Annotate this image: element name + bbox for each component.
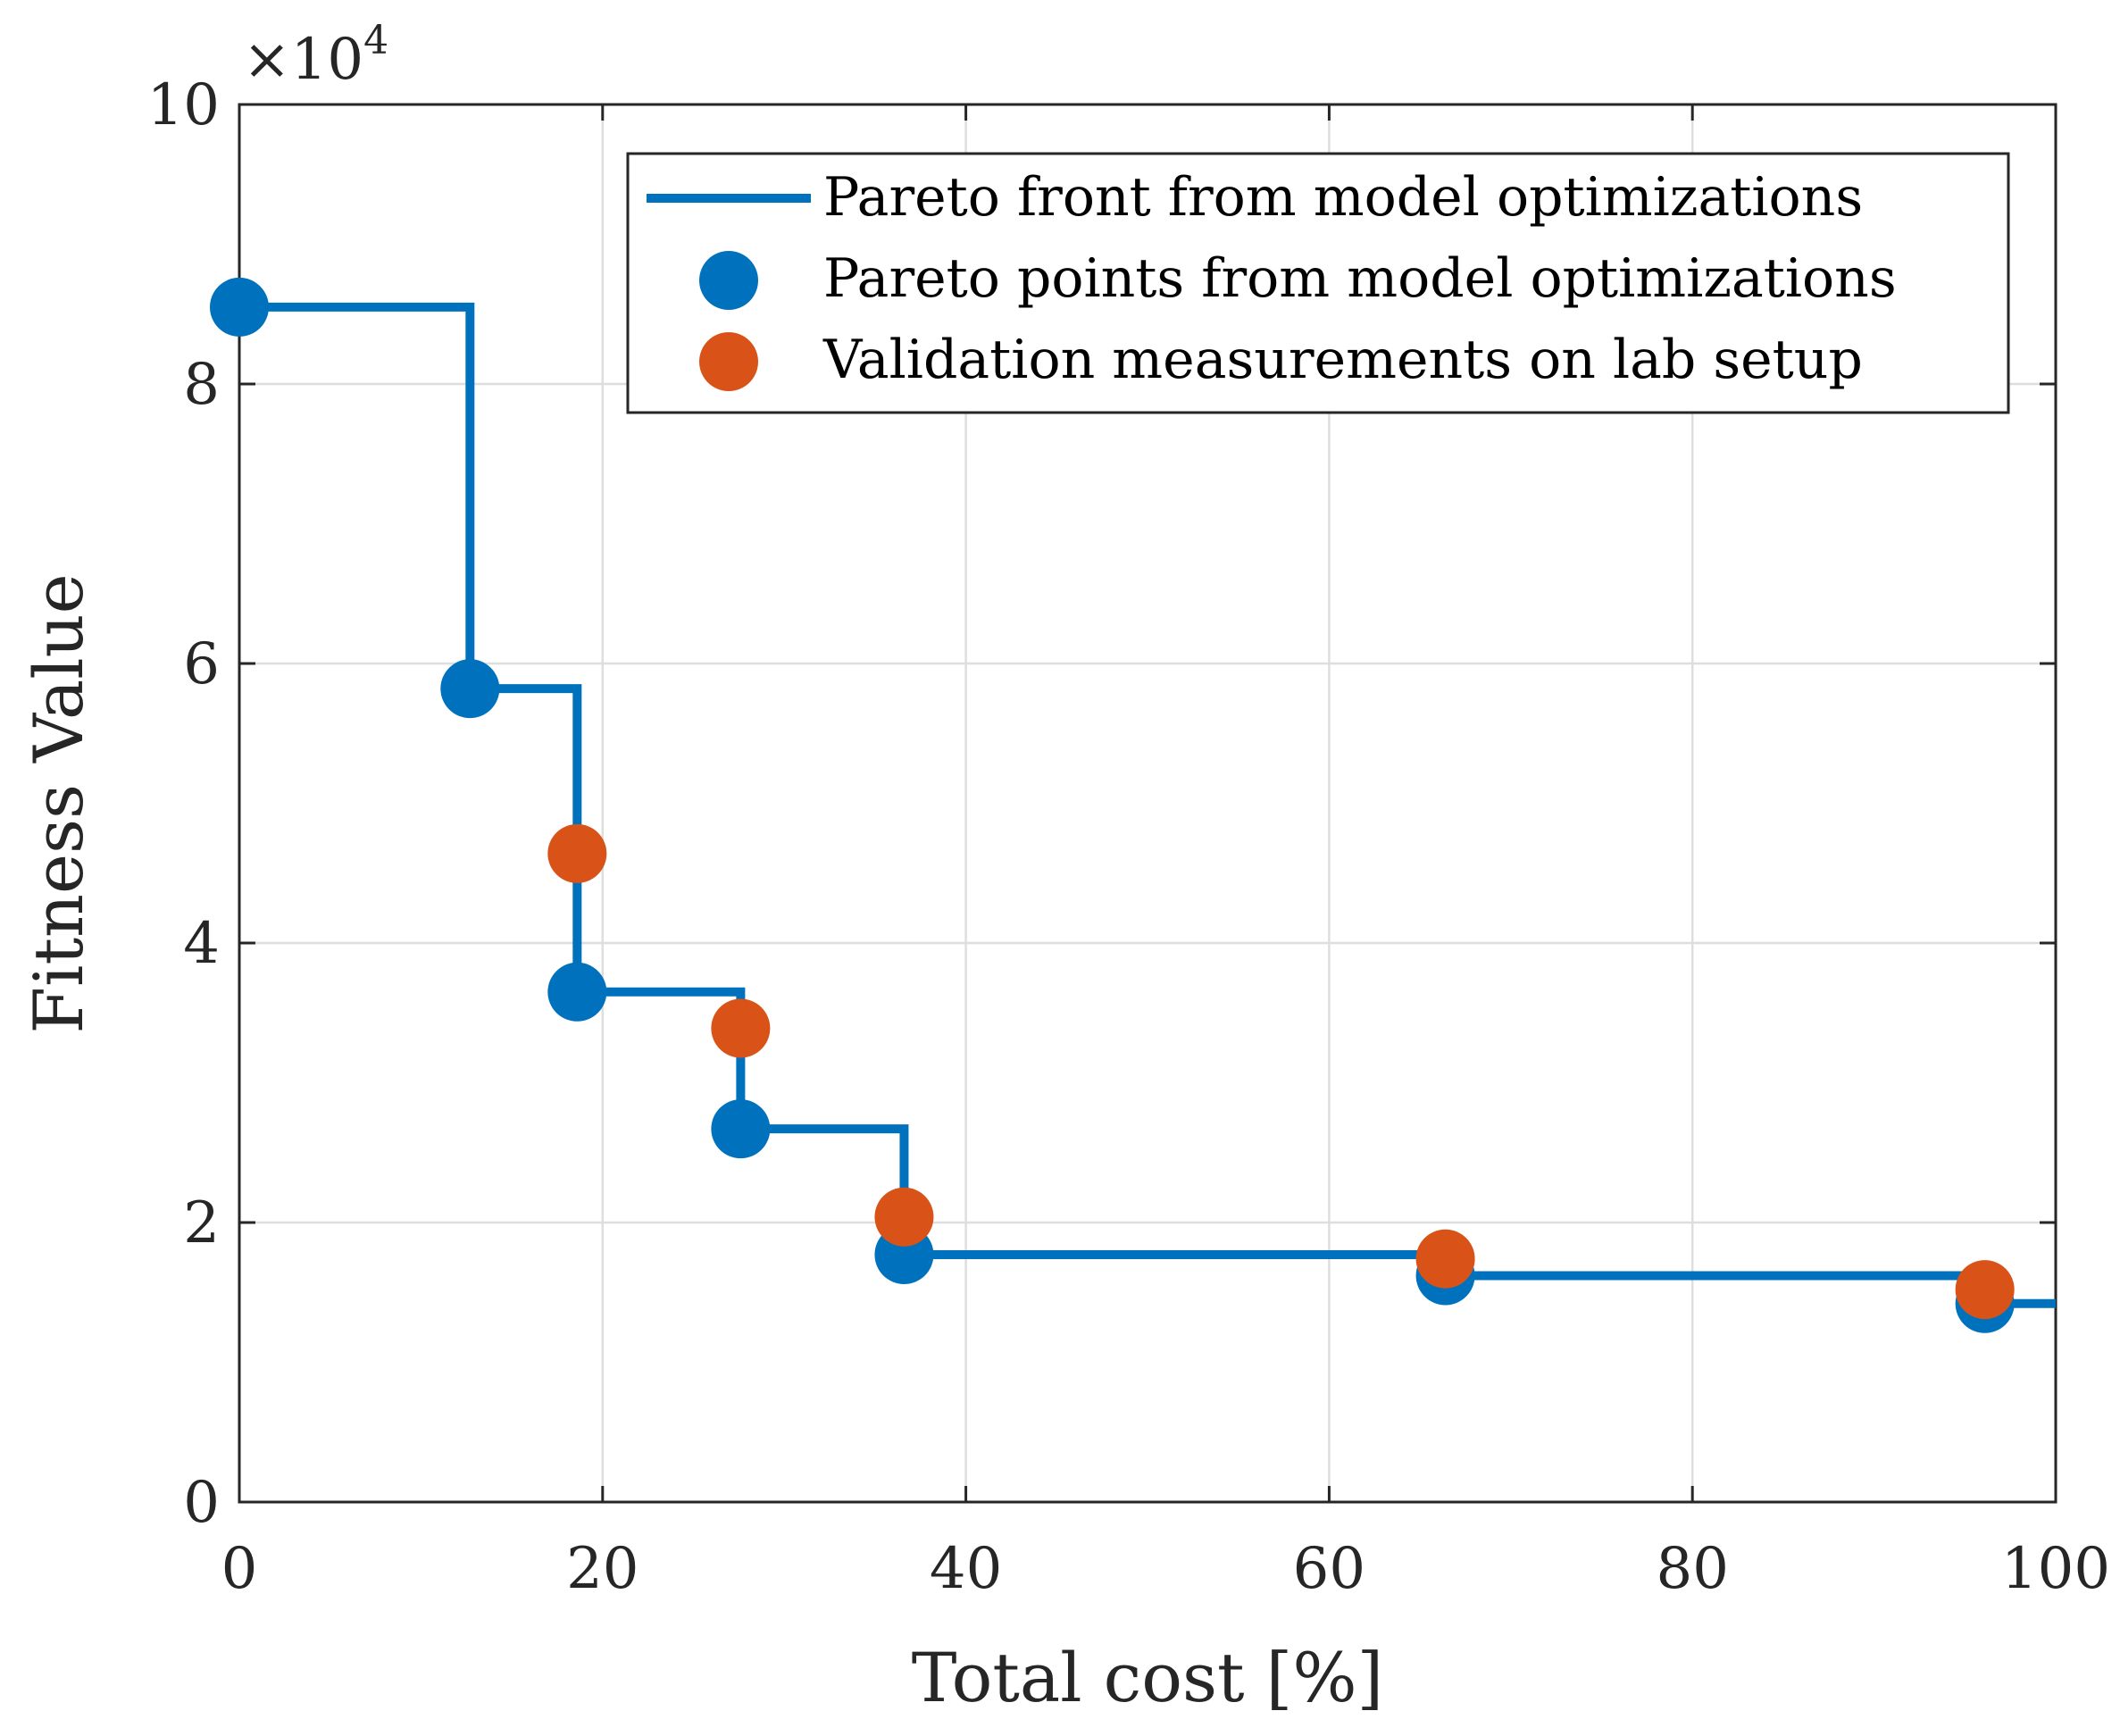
pareto-point: [547, 962, 607, 1022]
y-exponent-label: ×104: [243, 18, 388, 93]
legend-box: [626, 152, 2010, 414]
legend-pareto-point-swatch: [699, 251, 758, 310]
x-tick-label: 20: [566, 1536, 639, 1602]
pareto-point: [711, 1099, 771, 1159]
validation-point: [1415, 1229, 1475, 1289]
y-axis-label: Fitness Value: [19, 573, 98, 1033]
x-tick-label: 100: [2001, 1536, 2110, 1602]
x-axis-label: Total cost [%]: [912, 1638, 1383, 1717]
x-tick-label: 60: [1293, 1536, 1365, 1602]
x-tick-label: 80: [1656, 1536, 1728, 1602]
plot-frame: [238, 103, 2057, 1504]
y-tick-label: 2: [183, 1190, 220, 1256]
y-tick-label: 4: [183, 911, 220, 977]
validation-point: [547, 823, 607, 883]
y-tick-label: 0: [183, 1470, 220, 1536]
pareto-point: [440, 659, 500, 719]
legend-label-pareto-front: Pareto front from model optimizations: [823, 166, 1863, 229]
validation-point: [1955, 1260, 2015, 1320]
ticks: [238, 103, 2057, 1504]
tick-labels: 0 20 40 60 80 100 0 2 4 6 8 10: [147, 72, 2111, 1602]
validation-point: [711, 998, 771, 1058]
validation-point: [874, 1187, 934, 1247]
x-tick-label: 0: [221, 1536, 258, 1602]
series-layer: [210, 277, 2056, 1333]
legend-validation-swatch: [699, 332, 758, 391]
x-tick-label: 40: [930, 1536, 1002, 1602]
y-tick-label: 10: [147, 72, 220, 138]
legend-label-pareto-points: Pareto points from model optimizations: [823, 247, 1897, 310]
y-tick-label: 6: [183, 631, 220, 697]
legend-label-validation: Validation measurements on lab setup: [822, 329, 1863, 391]
y-tick-label: 8: [183, 352, 220, 418]
pareto-point: [210, 277, 269, 337]
legend: Pareto front from model optimizations Pa…: [626, 152, 2010, 414]
